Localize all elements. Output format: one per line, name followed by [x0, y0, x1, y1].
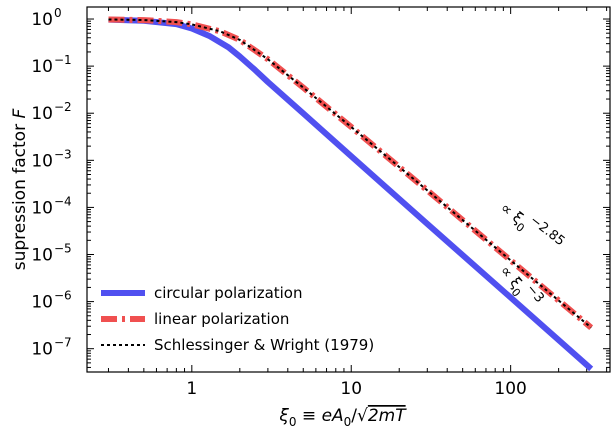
y-tick-label: 10 −1: [31, 53, 71, 77]
y-tick-base: 10: [31, 104, 53, 124]
tick-marks: [87, 7, 610, 372]
y-tick-exponent: −7: [54, 336, 72, 350]
series-line-3: [108, 18, 592, 329]
y-tick-exponent: −4: [54, 194, 72, 208]
y-tick-label: 10 −5: [31, 242, 71, 266]
y-tick-label: 10 −3: [31, 147, 71, 171]
y-tick-exponent: −3: [54, 147, 72, 161]
series-layer: [108, 16, 594, 372]
y-tick-base: 10: [31, 246, 53, 266]
x-tick-label: 1: [186, 379, 197, 399]
y-tick-exponent: −1: [54, 53, 72, 67]
y-tick-label: 10 0: [31, 6, 61, 30]
legend-label: Schlessinger & Wright (1979): [154, 336, 374, 354]
y-tick-exponent: −5: [54, 242, 72, 256]
legend-label: linear polarization: [154, 310, 289, 328]
y-tick-label: 10 −7: [31, 336, 71, 360]
y-axis-label: supression factor F: [10, 109, 30, 271]
x-tick-label: 100: [494, 379, 526, 399]
y-tick-exponent: 0: [54, 6, 62, 20]
y-tick-exponent: −6: [54, 289, 72, 303]
y-tick-label: 10 −6: [31, 289, 71, 313]
x-axis-label: ξ0 ≡ eA0/√2mT: [278, 406, 407, 429]
y-tick-base: 10: [31, 293, 53, 313]
y-tick-label: 10 −4: [31, 194, 71, 218]
x-tick-label: 10: [340, 379, 362, 399]
axis-labels: supression factor F ξ0 ≡ eA0/√2mT: [10, 109, 407, 429]
legend: circular polarization linear polarization…: [101, 284, 374, 354]
y-tick-base: 10: [31, 340, 53, 360]
legend-label: circular polarization: [154, 284, 303, 302]
y-tick-exponent: −2: [54, 100, 72, 114]
y-tick-base: 10: [31, 57, 53, 77]
annotation-linear-slope: ∝ ξ0−2.85: [494, 194, 567, 260]
plot-frame: [86, 6, 611, 373]
y-tick-label: 10 −2: [31, 100, 71, 124]
y-tick-base: 10: [31, 198, 53, 218]
y-tick-base: 10: [31, 151, 53, 171]
y-tick-base: 10: [31, 10, 53, 30]
